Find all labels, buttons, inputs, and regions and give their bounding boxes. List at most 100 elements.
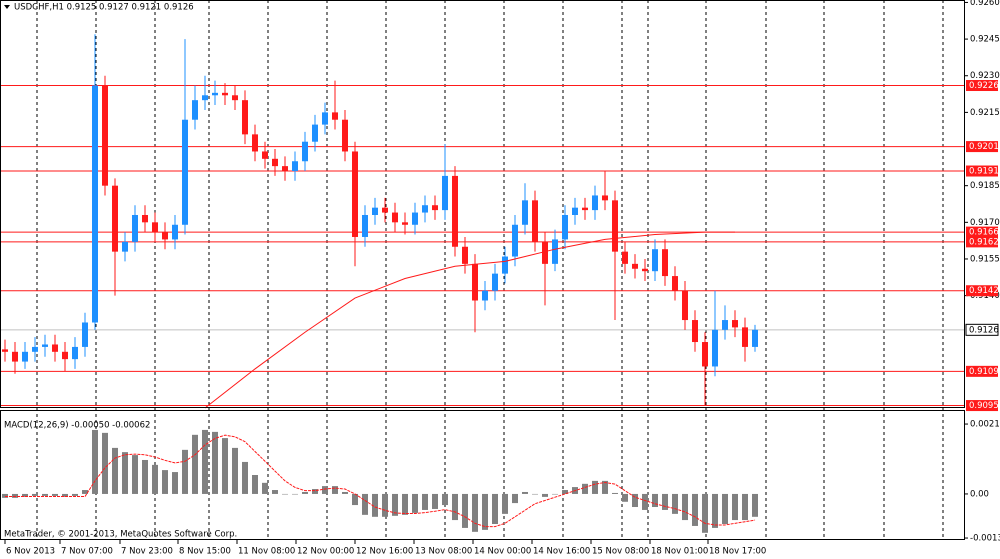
macd-bar	[602, 480, 608, 494]
candle-body	[32, 346, 38, 352]
level-box	[966, 165, 998, 177]
level-box	[966, 80, 998, 92]
candle-body	[542, 241, 548, 264]
candle-body	[92, 85, 98, 323]
macd-bar	[142, 459, 148, 494]
level-label: 0.9162	[969, 237, 999, 247]
candle-body	[752, 329, 758, 347]
candle-body	[612, 200, 618, 252]
macd-bar	[162, 470, 168, 494]
level-label: 0.9191	[969, 167, 999, 177]
candle-body	[572, 207, 578, 215]
macd-y-tick-label: 0.00214	[970, 420, 1000, 430]
candle-body	[672, 276, 678, 291]
macd-bar	[212, 431, 218, 494]
candle-body	[282, 166, 288, 172]
candle-body	[382, 207, 388, 213]
macd-bar	[72, 493, 78, 496]
macd-bar	[642, 493, 648, 510]
macd-bar	[132, 455, 138, 494]
candle-body	[472, 263, 478, 301]
macd-bar	[492, 493, 498, 524]
macd-bar	[32, 493, 38, 496]
candle-body	[442, 175, 448, 211]
x-tick-label: 18 Nov 17:00	[709, 547, 766, 557]
macd-bar	[52, 493, 58, 496]
level-box	[966, 236, 998, 248]
macd-bar	[202, 429, 208, 494]
candle-body	[252, 134, 258, 152]
macd-bar	[112, 447, 118, 494]
candle-body	[722, 320, 728, 330]
candle-body	[492, 273, 498, 291]
candle-body	[2, 349, 8, 352]
candle-body	[182, 119, 188, 225]
candle-body	[732, 320, 738, 328]
candle-body	[192, 100, 198, 120]
macd-bar	[392, 493, 398, 516]
y-tick-label: 0.9155	[970, 254, 1000, 264]
macd-bar	[332, 486, 338, 494]
candle-body	[202, 95, 208, 101]
y-tick-label: 0.9230	[970, 71, 1000, 81]
macd-y-tick-label: 0.00	[970, 489, 989, 499]
macd-bar	[472, 493, 478, 532]
x-tick-label: 7 Nov 07:00	[61, 547, 113, 557]
candle-body	[412, 212, 418, 225]
price-panel-border	[0, 0, 965, 408]
macd-bar	[372, 493, 378, 517]
candle-body	[312, 124, 318, 142]
x-tick-label: 7 Nov 23:00	[121, 547, 173, 557]
macd-bar	[452, 493, 458, 521]
x-tick-label: 12 Nov 00:00	[297, 547, 354, 557]
candle-body	[22, 351, 28, 362]
macd-bar	[352, 493, 358, 506]
macd-bar	[152, 464, 158, 494]
macd-bar	[102, 432, 108, 494]
macd-bar	[692, 493, 698, 526]
macd-bar	[512, 493, 518, 504]
x-tick-label: 18 Nov 01:00	[651, 547, 708, 557]
candle-body	[452, 175, 458, 247]
macd-bar	[312, 489, 318, 494]
moving-average	[204, 231, 735, 409]
level-label: 0.9226	[969, 81, 999, 91]
candle-body	[332, 112, 338, 120]
candle-body	[362, 214, 368, 237]
candle-body	[702, 342, 708, 367]
macd-bar	[172, 472, 178, 494]
candle-body	[142, 214, 148, 223]
macd-panel-border	[0, 410, 965, 540]
macd-bar	[592, 480, 598, 494]
macd-bar	[562, 490, 568, 494]
level-box	[966, 400, 998, 412]
macd-bar	[412, 493, 418, 513]
macd-bar	[742, 493, 748, 521]
macd-bar	[182, 449, 188, 494]
macd-bar	[612, 492, 618, 494]
candle-body	[692, 320, 698, 343]
candle-body	[222, 92, 228, 96]
macd-bar	[42, 493, 48, 496]
candle-body	[552, 239, 558, 264]
macd-bar	[522, 491, 528, 494]
macd-bar	[82, 490, 88, 494]
level-label: 0.9109	[969, 367, 999, 377]
level-label: 0.9201	[969, 142, 999, 152]
macd-bar	[432, 493, 438, 509]
macd-bar	[482, 493, 488, 530]
x-tick-label: 6 Nov 2013	[6, 547, 55, 557]
macd-bar	[462, 493, 468, 528]
candle-body	[682, 290, 688, 321]
macd-bar	[662, 493, 668, 510]
candle-body	[522, 200, 528, 225]
macd-bar	[302, 491, 308, 494]
candle-body	[602, 195, 608, 201]
candle-body	[82, 322, 88, 347]
macd-bar	[402, 493, 408, 515]
candle-body	[272, 158, 278, 167]
x-tick-label: 15 Nov 08:00	[592, 547, 649, 557]
macd-title: MACD(12,26,9) -0.00050 -0.00062	[4, 421, 150, 431]
